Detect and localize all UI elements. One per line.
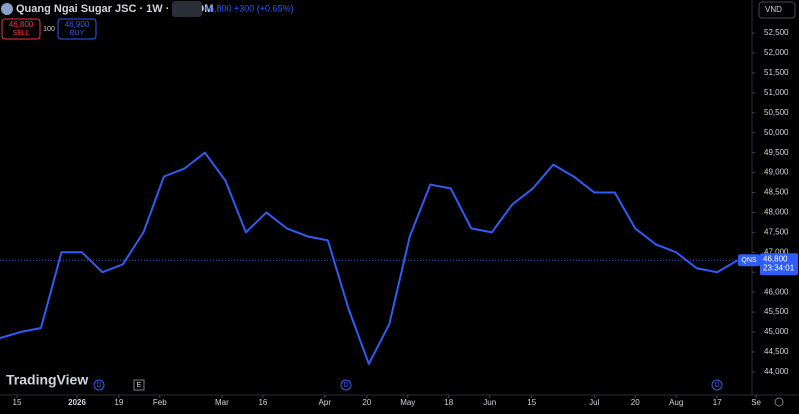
dividend-marker[interactable] [93, 379, 105, 391]
settings-button[interactable] [774, 397, 784, 407]
y-tick-label: 49,500 [764, 148, 789, 157]
y-tick-label: 51,000 [764, 88, 789, 97]
x-tick-label: 16 [258, 398, 267, 407]
x-tick-label: 20 [631, 398, 640, 407]
y-tick-label: 48,000 [764, 208, 789, 217]
x-tick-label: Aug [669, 398, 683, 407]
y-tick-label: 47,000 [764, 247, 789, 256]
y-tick-label: 44,500 [764, 347, 789, 356]
quote: 46,800 +300 (+0.65%) [204, 3, 294, 13]
y-tick-label: 46,000 [764, 287, 789, 296]
x-tick-label: Mar [215, 398, 229, 407]
y-tick-label: 49,000 [764, 168, 789, 177]
sell-price: 46,800 [9, 20, 34, 29]
spread: 100 [43, 26, 55, 33]
y-tick-label: 50,000 [764, 128, 789, 137]
x-tick-label: 2026 [68, 398, 86, 407]
y-tick-label: 44,000 [764, 367, 789, 376]
x-tick-label: 19 [114, 398, 123, 407]
buy-price: 46,900 [65, 20, 90, 29]
symbol-badge [738, 254, 760, 267]
y-tick-label: 48,500 [764, 188, 789, 197]
x-tick-label: 17 [713, 398, 722, 407]
y-tick-label: 47,500 [764, 227, 789, 236]
menu-button[interactable] [172, 1, 202, 17]
buy-button[interactable] [57, 18, 97, 40]
y-tick-label: 52,000 [764, 48, 789, 57]
y-tick-label: 45,500 [764, 307, 789, 316]
y-tick-label: 45,000 [764, 327, 789, 336]
currency: VND [765, 5, 782, 14]
last-price-label: 46,800 [763, 254, 788, 263]
buy-label: BUY [70, 30, 85, 37]
earnings-marker[interactable] [133, 379, 145, 391]
y-tick-label: 52,500 [764, 28, 789, 37]
dividend-label: D [714, 382, 719, 389]
dividend-marker[interactable] [711, 379, 723, 391]
dividend-label: D [96, 382, 101, 389]
x-tick-label: Apr [319, 398, 332, 407]
earnings-label: E [137, 382, 142, 389]
countdown: 23:34:01 [763, 263, 795, 272]
y-tick-label: 51,500 [764, 68, 789, 77]
dividend-marker[interactable] [340, 379, 352, 391]
logo: TradingView [6, 372, 88, 388]
plot: 44,00044,50045,00045,50046,00046,50047,0… [0, 28, 798, 407]
x-tick-label: May [400, 398, 415, 407]
sell-button[interactable] [1, 18, 41, 40]
x-tick-label: 15 [13, 398, 22, 407]
x-tick-label: Feb [153, 398, 167, 407]
symbol-title: Quang Ngai Sugar JSC · 1W · UPCOM [16, 3, 213, 15]
x-tick-label: Jun [483, 398, 496, 407]
currency-button[interactable] [758, 1, 796, 19]
x-tick-label: Jul [589, 398, 599, 407]
price-line [0, 151, 739, 365]
x-tick-label: 20 [362, 398, 371, 407]
symbol-label: QNS [741, 257, 757, 264]
dividend-label: D [343, 382, 348, 389]
price-badge [760, 253, 798, 276]
symbol-icon [1, 3, 13, 15]
x-tick-label: 15 [527, 398, 536, 407]
sell-label: SELL [12, 30, 29, 37]
x-tick-label: 18 [444, 398, 453, 407]
y-tick-label: 50,500 [764, 108, 789, 117]
x-tick-label: Se [751, 398, 761, 407]
